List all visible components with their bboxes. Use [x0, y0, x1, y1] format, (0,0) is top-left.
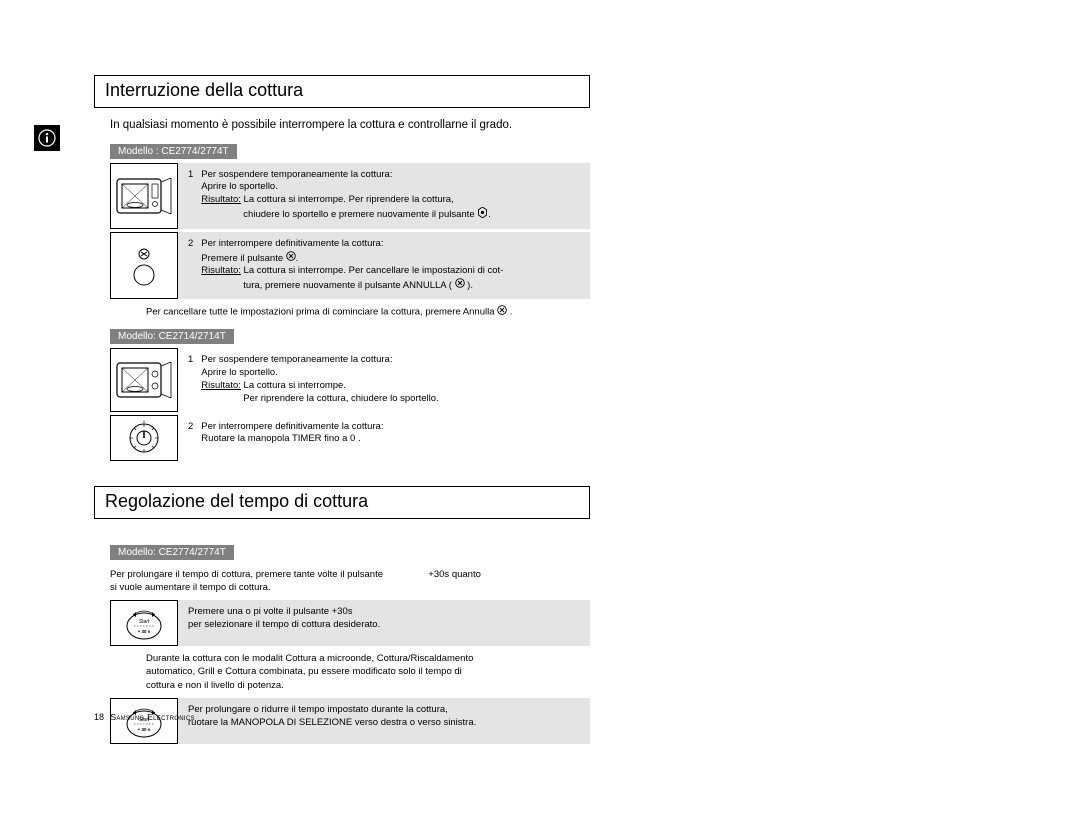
note-text-2: Durante la cottura con le modalit Cottur…	[146, 652, 590, 692]
text: Aprire lo sportello.	[201, 181, 278, 192]
cancel-button-icon	[110, 232, 178, 299]
start-button-icon	[477, 207, 488, 223]
text: tura, premere nuovamente il pulsante ANN…	[243, 280, 473, 291]
text: Per prolungare o ridurre il tempo impost…	[188, 704, 448, 715]
plus30-label: + 30 s	[138, 727, 151, 732]
result-label: Risultato:	[201, 265, 241, 276]
start-plus30-button-icon: Start + 30 s	[110, 600, 178, 646]
svg-text:0: 0	[143, 419, 146, 424]
note-text: Per cancellare tutte le impostazioni pri…	[146, 305, 590, 319]
page-footer: 18 Samsung Electronics	[94, 712, 195, 722]
timer-dial-icon: 0	[110, 415, 178, 461]
cancel-icon	[286, 251, 296, 266]
text: Per sospendere temporaneamente la cottur…	[201, 354, 392, 365]
cancel-icon	[497, 305, 507, 319]
text: Ruotare la manopola TIMER fino a 0 .	[201, 433, 360, 444]
step-number: 1	[188, 169, 193, 182]
step-text-a2: 2 Per interrompere definitivamente la co…	[178, 232, 590, 299]
box-text-1: Premere una o pi volte il pulsante +30s …	[178, 600, 590, 646]
step-number: 2	[188, 238, 193, 251]
plus30-label: + 30 s	[138, 629, 151, 634]
text: per selezionare il tempo di cottura desi…	[188, 619, 380, 630]
section-title-regolazione: Regolazione del tempo di cottura	[94, 486, 590, 519]
model-tag-ce2774-2: Modello: CE2774/2774T	[110, 545, 234, 560]
step-number: 1	[188, 354, 193, 367]
text: Aprire lo sportello.	[201, 367, 278, 378]
text: Per sospendere temporaneamente la cottur…	[201, 169, 392, 180]
text: Premere il pulsante .	[201, 253, 298, 264]
brand-name: Samsung Electronics	[110, 712, 194, 722]
result-label: Risultato:	[201, 380, 241, 391]
text: Per interrompere definitivamente la cott…	[201, 421, 383, 432]
text: La cottura si interrompe.	[241, 380, 346, 391]
model-tag-ce2774: Modello : CE2774/2774T	[110, 144, 237, 159]
step-text-b2: 2 Per interrompere definitivamente la co…	[178, 415, 590, 461]
section-title-interruzione: Interruzione della cottura	[94, 75, 590, 108]
intro-text-2: Per prolungare il tempo di cottura, prem…	[110, 568, 590, 595]
result-label: Risultato:	[201, 194, 241, 205]
text: Per riprendere la cottura, chiudere lo s…	[243, 393, 438, 404]
intro-text-1: In qualsiasi momento è possibile interro…	[110, 118, 590, 134]
text: La cottura si interrompe. Per cancellare…	[241, 265, 503, 276]
step-text-b1: 1 Per sospendere temporaneamente la cott…	[178, 348, 590, 411]
box-text-2: Per prolungare o ridurre il tempo impost…	[178, 698, 590, 744]
model-tag-ce2714: Modello: CE2714/2714T	[110, 329, 234, 344]
start-label: Start	[139, 619, 150, 625]
microwave-open-icon	[110, 348, 178, 411]
text: La cottura si interrompe. Per riprendere…	[241, 194, 454, 205]
microwave-open-icon	[110, 163, 178, 229]
text: Per interrompere definitivamente la cott…	[201, 238, 383, 249]
text: chiudere lo sportello e premere nuovamen…	[243, 209, 491, 220]
step-text-a1: 1 Per sospendere temporaneamente la cott…	[178, 163, 590, 229]
text: Premere una o pi volte il pulsante +30s	[188, 606, 353, 617]
text: ruotare la MANOPOLA DI SELEZIONE verso d…	[188, 717, 476, 728]
cancel-icon	[455, 278, 465, 293]
info-icon	[34, 125, 60, 151]
step-number: 2	[188, 421, 193, 434]
page-number: 18	[94, 712, 104, 722]
